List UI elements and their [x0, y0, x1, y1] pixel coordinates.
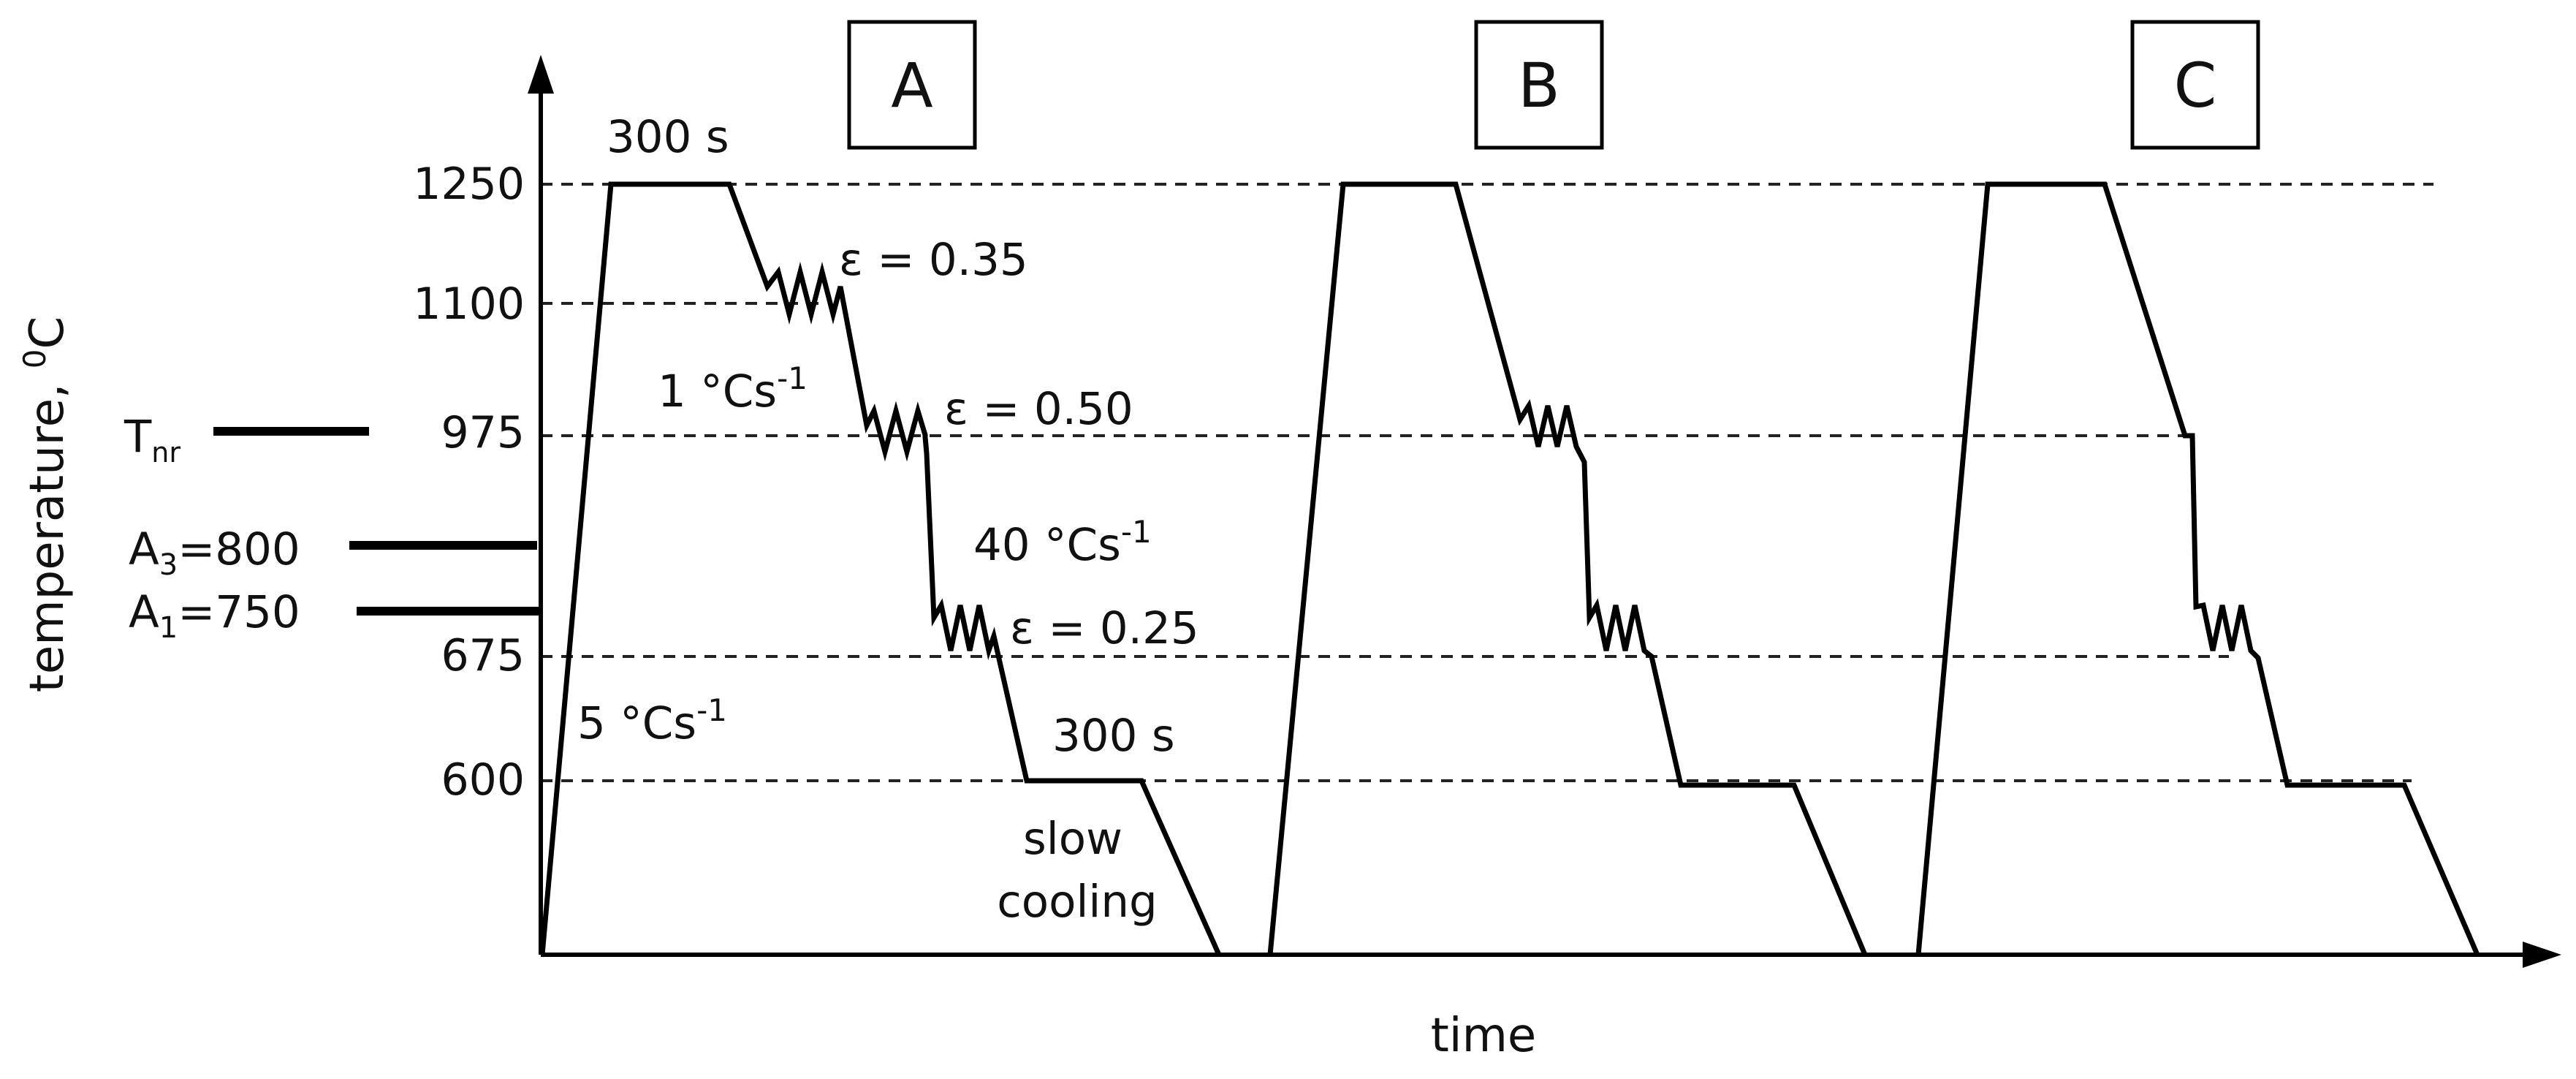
tick-975: 975 — [441, 407, 525, 458]
slow-cooling-line2: cooling — [997, 876, 1157, 928]
reference-labels: Tnr A3=800 A1=750 — [124, 411, 300, 645]
schedule-boxes: A B C — [847, 20, 2260, 150]
box-b-label: B — [1518, 50, 1560, 121]
reference-bars — [213, 427, 541, 616]
rate-40-label: 40 °Cs-1 — [973, 514, 1152, 571]
box-c-label: C — [2174, 50, 2217, 121]
box-a — [847, 20, 977, 150]
x-axis-arrowhead — [2523, 942, 2561, 968]
schedule-c-curve — [1915, 181, 2480, 956]
box-a-label: A — [891, 50, 932, 121]
y-axis-arrowhead — [528, 55, 554, 94]
rate-5-label: 5 °Cs-1 — [577, 692, 727, 749]
a1-label: A1=750 — [129, 586, 300, 645]
hold-bottom-label: 300 s — [1052, 710, 1175, 762]
x-axis-title: time — [1431, 1009, 1537, 1063]
y-axis-title: temperature, 0C — [17, 317, 75, 692]
rate-1-label: 1 °Cs-1 — [658, 360, 808, 417]
axes — [528, 55, 2561, 968]
schedule-a-curve — [539, 181, 1222, 956]
slow-cooling-line1: slow — [1023, 813, 1122, 865]
tick-1100: 1100 — [413, 279, 525, 330]
tick-1250: 1250 — [413, 159, 525, 210]
schedule-curves — [539, 181, 2480, 956]
a3-label: A3=800 — [129, 523, 300, 582]
tick-675: 675 — [441, 630, 525, 681]
strain-050-label: ε = 0.50 — [944, 383, 1133, 435]
schedule-b-curve — [1267, 181, 1868, 956]
box-c — [2130, 20, 2260, 150]
annotations: 300 s ε = 0.35 ε = 0.50 ε = 0.25 1 °Cs-1… — [577, 111, 1199, 928]
hold-top-label: 300 s — [607, 111, 729, 163]
box-b — [1474, 20, 1604, 150]
tick-600: 600 — [441, 754, 525, 806]
strain-025-label: ε = 0.25 — [1010, 602, 1199, 654]
tnr-label: Tnr — [124, 411, 181, 469]
strain-035-label: ε = 0.35 — [839, 234, 1028, 286]
y-tick-labels: 1250 1100 975 675 600 — [413, 159, 525, 806]
dashed-guides — [541, 183, 2433, 782]
